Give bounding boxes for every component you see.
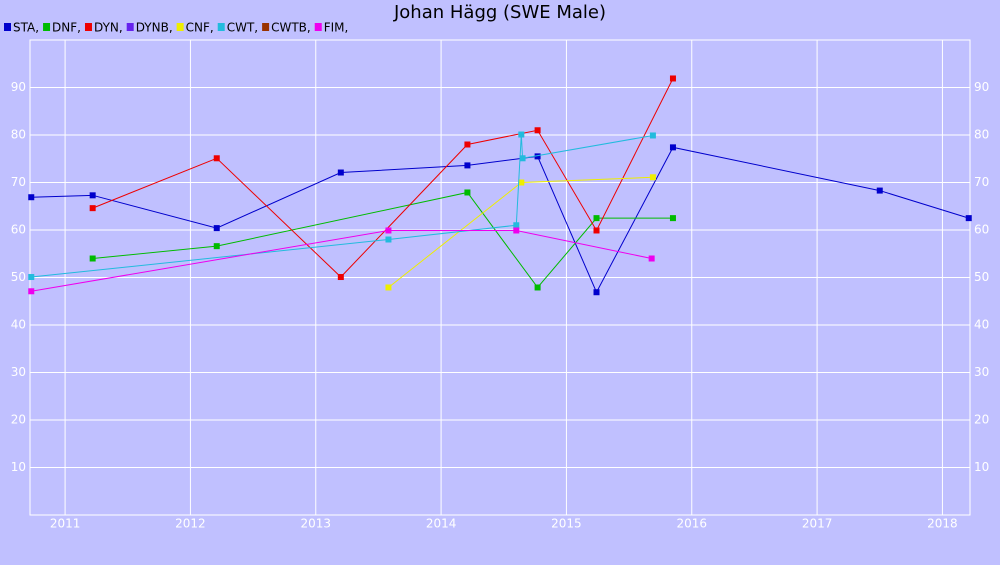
legend-label: CWTB, [271, 21, 311, 35]
y-tick-label-right: 20 [974, 413, 989, 427]
x-tick-label: 2017 [802, 517, 833, 531]
point [385, 236, 392, 243]
y-tick-label: 10 [11, 460, 26, 474]
y-tick-label: 50 [11, 270, 26, 284]
point [337, 274, 344, 281]
y-tick-label: 40 [11, 318, 26, 332]
point [876, 187, 883, 194]
y-tick-label: 80 [11, 128, 26, 142]
y-tick-label-right: 40 [974, 318, 989, 332]
legend-swatch [314, 23, 322, 31]
point [213, 155, 220, 162]
point [28, 194, 35, 201]
legend-label: CNF, [186, 21, 214, 35]
point [464, 141, 471, 148]
point [593, 289, 600, 296]
x-tick-label: 2012 [175, 517, 206, 531]
point [649, 174, 656, 181]
legend-swatch [43, 23, 51, 31]
x-tick-label: 2014 [426, 517, 457, 531]
x-tick-label: 2018 [927, 517, 958, 531]
series-line [31, 134, 653, 278]
y-tick-label: 20 [11, 413, 26, 427]
point [648, 255, 655, 262]
point [669, 144, 676, 151]
legend-label: DYN, [94, 21, 123, 35]
point [385, 284, 392, 291]
point [534, 284, 541, 291]
legend-swatch [4, 23, 11, 31]
legend-label: STA, [13, 21, 39, 35]
point [965, 215, 972, 222]
series-line [92, 191, 673, 289]
legend-label: CWT, [227, 21, 258, 35]
y-tick-label-right: 10 [974, 460, 989, 474]
y-tick-label-right: 30 [974, 365, 989, 379]
point [28, 274, 35, 281]
legend-swatch [262, 23, 270, 31]
x-tick-label: 2011 [50, 517, 81, 531]
legend-swatch [217, 23, 225, 31]
point [669, 215, 676, 222]
y-tick-label-right: 50 [974, 270, 989, 284]
point [89, 205, 96, 212]
x-tick-label: 2015 [551, 517, 582, 531]
point [213, 225, 220, 232]
point [669, 75, 676, 82]
point [513, 222, 520, 229]
point [513, 227, 520, 234]
legend-label: DYNB, [136, 21, 173, 35]
x-tick-label: 2013 [300, 517, 331, 531]
point [337, 169, 344, 176]
y-tick-label-right: 60 [974, 223, 989, 237]
point [89, 255, 96, 262]
y-tick-label: 30 [11, 365, 26, 379]
point [385, 227, 392, 234]
point [464, 162, 471, 169]
series-line [31, 229, 652, 292]
legend-swatch [176, 23, 184, 31]
point [464, 189, 471, 196]
y-tick-label-right: 80 [974, 128, 989, 142]
point [89, 192, 96, 199]
legend-swatch [126, 23, 134, 31]
point [518, 179, 525, 186]
point [593, 227, 600, 234]
x-tick-label: 2016 [676, 517, 707, 531]
y-tick-label-right: 70 [974, 175, 989, 189]
point [519, 155, 526, 162]
y-tick-label: 90 [11, 80, 26, 94]
point [649, 132, 656, 139]
point [28, 288, 35, 295]
point [518, 131, 525, 138]
legend-label: FIM, [324, 21, 349, 35]
legend-label: DNF, [52, 21, 81, 35]
point [213, 243, 220, 250]
series-line [31, 146, 969, 294]
point [534, 127, 541, 134]
y-tick-label: 70 [11, 175, 26, 189]
chart-title: Johan Hägg (SWE Male) [393, 2, 606, 23]
point [534, 153, 541, 160]
legend-swatch [84, 23, 92, 31]
y-tick-label: 60 [11, 223, 26, 237]
y-tick-label-right: 90 [974, 80, 989, 94]
point [593, 215, 600, 222]
